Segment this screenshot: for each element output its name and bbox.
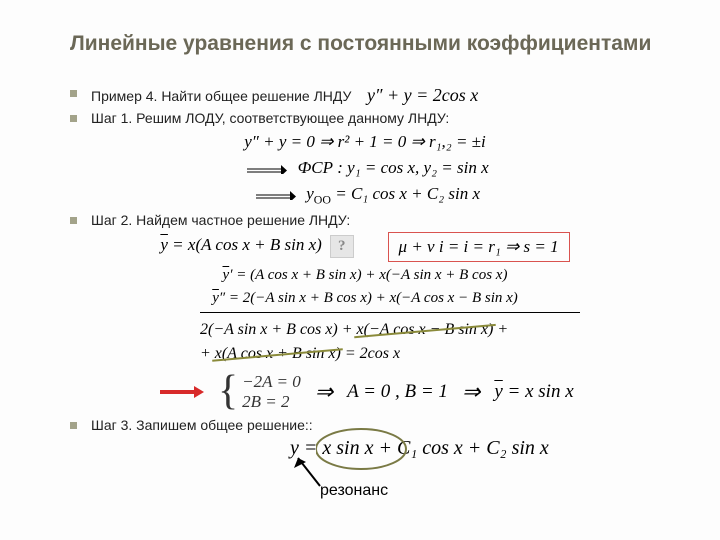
divider-line [200, 312, 580, 313]
long-arrow-icon [256, 190, 296, 200]
long-arrow-icon [247, 164, 287, 174]
bullet-icon [70, 90, 77, 97]
step2-trial: y = x(A cos x + B sin x) ? [160, 235, 357, 258]
step2-ddy: y″ = 2(−A sin x + B cos x) + x(−A cos x … [70, 288, 660, 309]
step2-particular: y = x sin x [494, 381, 573, 403]
step2-sysB: 2B = 2 [242, 392, 301, 412]
resonance-annotation: резонанс [320, 482, 388, 500]
bullet-1-eq: y″ + y = 2cos x [367, 85, 478, 105]
step1-line1: y″ + y = 0 ⇒ r² + 1 = 0 ⇒ r₁,₂ = ±i [70, 130, 660, 154]
red-arrow-icon [160, 384, 204, 400]
step2-boxed: μ + ν i = i = r₁ ⇒ s = 1 [388, 232, 570, 262]
bullet-3-text: Шаг 2. Найдем частное решение ЛНДУ: [91, 212, 660, 228]
step1-line3: yOO = C₁ cos x + C₂ sin x [70, 182, 660, 208]
up-arrow-icon [290, 452, 410, 492]
step2-sum2: + x(A cos x + B sin x) = 2cos x [200, 343, 660, 365]
step2-sum1: 2(−A sin x + B cos x) + x(−A cos x − B s… [200, 319, 660, 341]
bullet-3: Шаг 2. Найдем частное решение ЛНДУ: [70, 212, 660, 228]
bullet-2: Шаг 1. Решим ЛОДУ, соответствующее данно… [70, 110, 660, 126]
question-mark-icon: ? [330, 235, 354, 258]
step2-sysA: −2A = 0 [242, 372, 301, 392]
bullet-2-text: Шаг 1. Решим ЛОДУ, соответствующее данно… [91, 110, 660, 126]
step2-resAB: A = 0 , B = 1 [347, 381, 448, 403]
step2-system-row: { −2A = 0 2B = 2 ⇒ A = 0 , B = 1 ⇒ y = x… [160, 372, 660, 413]
bullet-1-text: Пример 4. Найти общее решение ЛНДУ [91, 88, 351, 104]
slide-title: Линейные уравнения с постоянными коэффиц… [70, 30, 660, 57]
bullet-icon [70, 422, 77, 429]
bullet-1: Пример 4. Найти общее решение ЛНДУ y″ + … [70, 85, 660, 106]
step1-line2: ФСР : y₁ = cos x, y₂ = sin x [70, 156, 660, 180]
bullet-icon [70, 115, 77, 122]
step2-dy: y′ = (A cos x + B sin x) + x(−A sin x + … [70, 265, 660, 286]
bullet-icon [70, 217, 77, 224]
